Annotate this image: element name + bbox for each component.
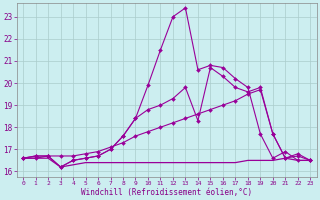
X-axis label: Windchill (Refroidissement éolien,°C): Windchill (Refroidissement éolien,°C) <box>81 188 252 197</box>
